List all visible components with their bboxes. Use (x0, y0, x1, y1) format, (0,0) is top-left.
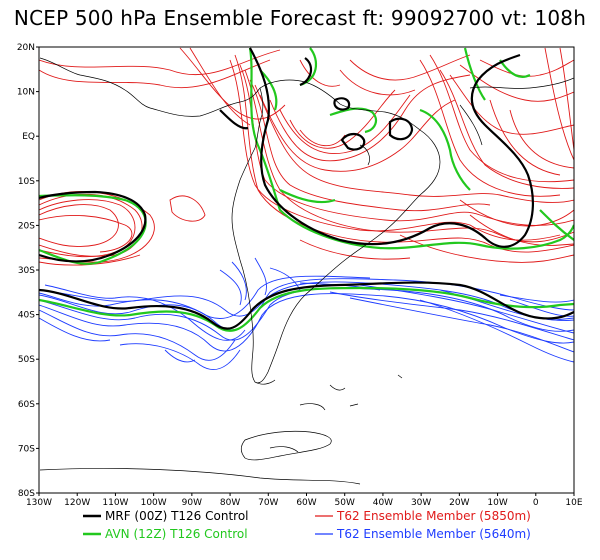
lat-label: 50S (18, 355, 35, 365)
lat-label: EQ (22, 132, 35, 142)
lat-label: 20N (17, 43, 35, 53)
lat-label: 40S (18, 311, 35, 321)
lon-label: 20W (449, 498, 469, 508)
lon-label: 130W (26, 498, 52, 508)
latitude-axis: 20N 10N EQ 10S 20S 30S 40S 50S 60S 70S 80S (17, 43, 39, 499)
lon-label: 0 (533, 498, 539, 508)
lon-label: 120W (64, 498, 90, 508)
legend-label: T62 Ensemble Member (5640m) (336, 527, 531, 541)
lat-label: 10S (18, 177, 35, 187)
longitude-axis: 130W 120W 110W 100W 90W 80W 70W 60W 50W 40W 30W 20W… (26, 493, 583, 508)
lat-label: 60S (18, 400, 35, 410)
lon-label: 70W (258, 498, 278, 508)
coastlines (39, 57, 574, 485)
lon-label: 60W (296, 498, 316, 508)
legend: MRF (00Z) T126 Control AVN (12Z) T126 Con… (83, 509, 531, 541)
lon-label: 10E (565, 498, 582, 508)
legend-label: MRF (00Z) T126 Control (105, 509, 249, 523)
lat-label: 70S (18, 444, 35, 454)
lon-label: 100W (141, 498, 167, 508)
lon-label: 30W (411, 498, 431, 508)
avn-control-contours (39, 47, 574, 332)
lon-label: 80W (220, 498, 240, 508)
lon-label: 110W (102, 498, 128, 508)
lat-label: 80S (18, 489, 35, 499)
lon-label: 10W (487, 498, 507, 508)
chart-title: NCEP 500 hPa Ensemble Forecast ft: 99092… (13, 6, 587, 30)
mrf-control-contours (39, 47, 574, 330)
ensemble-5640-contours (39, 257, 574, 370)
plot-frame (38, 46, 575, 494)
legend-label: AVN (12Z) T126 Control (105, 527, 248, 541)
lat-label: 10N (17, 88, 35, 98)
lon-label: 90W (182, 498, 202, 508)
lat-label: 20S (18, 221, 35, 231)
lon-label: 40W (373, 498, 393, 508)
legend-label: T62 Ensemble Member (5850m) (336, 509, 531, 523)
lon-label: 50W (335, 498, 355, 508)
lat-label: 30S (18, 266, 35, 276)
